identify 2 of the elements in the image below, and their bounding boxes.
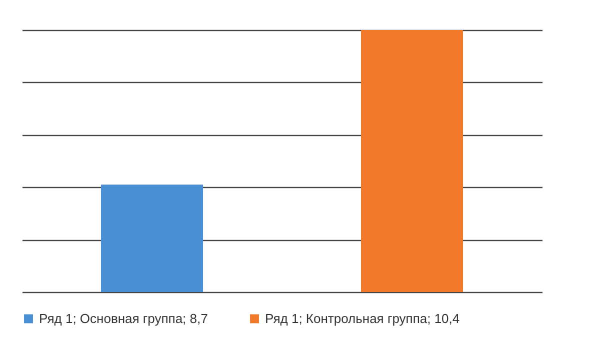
legend-label: Ряд 1; Основная группа; 8,7 <box>39 310 208 326</box>
legend-label: Ряд 1; Контрольная группа; 10,4 <box>265 310 460 326</box>
